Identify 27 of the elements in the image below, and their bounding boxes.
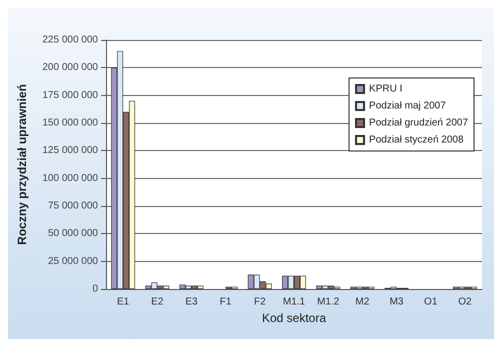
x-tick-label: E2 — [151, 296, 164, 308]
x-tick-label: F1 — [220, 296, 232, 308]
x-axis-title: Kod sektora — [262, 310, 326, 325]
x-tick-label: F2 — [254, 296, 266, 308]
x-tick-label: O1 — [424, 296, 438, 308]
legend-label: Podział maj 2007 — [369, 100, 446, 112]
legend-label: Podział grudzień 2007 — [369, 118, 468, 128]
x-tick-label: E1 — [116, 296, 130, 308]
y-tick-label: 225 000 000 — [42, 34, 98, 46]
y-tick-label: 0 — [92, 284, 98, 294]
y-tick-label: 75 000 000 — [48, 200, 98, 212]
x-tick-label: O2 — [458, 296, 472, 308]
y-tick-label: 200 000 000 — [42, 62, 98, 74]
y-tick-label: 50 000 000 — [48, 228, 98, 240]
y-tick-label: 175 000 000 — [42, 90, 98, 101]
y-tick-label: 100 000 000 — [42, 172, 98, 184]
x-tick-label: M1.2 — [317, 296, 340, 308]
y-axis-title: Roczny przydział uprawnień — [15, 84, 29, 245]
x-tick-label: E3 — [185, 296, 198, 308]
x-tick-label: M3 — [390, 296, 404, 308]
y-tick-label: 150 000 000 — [42, 118, 98, 128]
legend-label: KPRU I — [369, 84, 402, 94]
y-tick-label: 125 000 000 — [42, 145, 98, 156]
legend-label: Podział styczeń 2008 — [369, 134, 464, 146]
x-tick-label: M2 — [355, 296, 370, 308]
x-tick-label: M1.1 — [282, 296, 306, 308]
y-tick-label: 25 000 000 — [48, 256, 98, 267]
